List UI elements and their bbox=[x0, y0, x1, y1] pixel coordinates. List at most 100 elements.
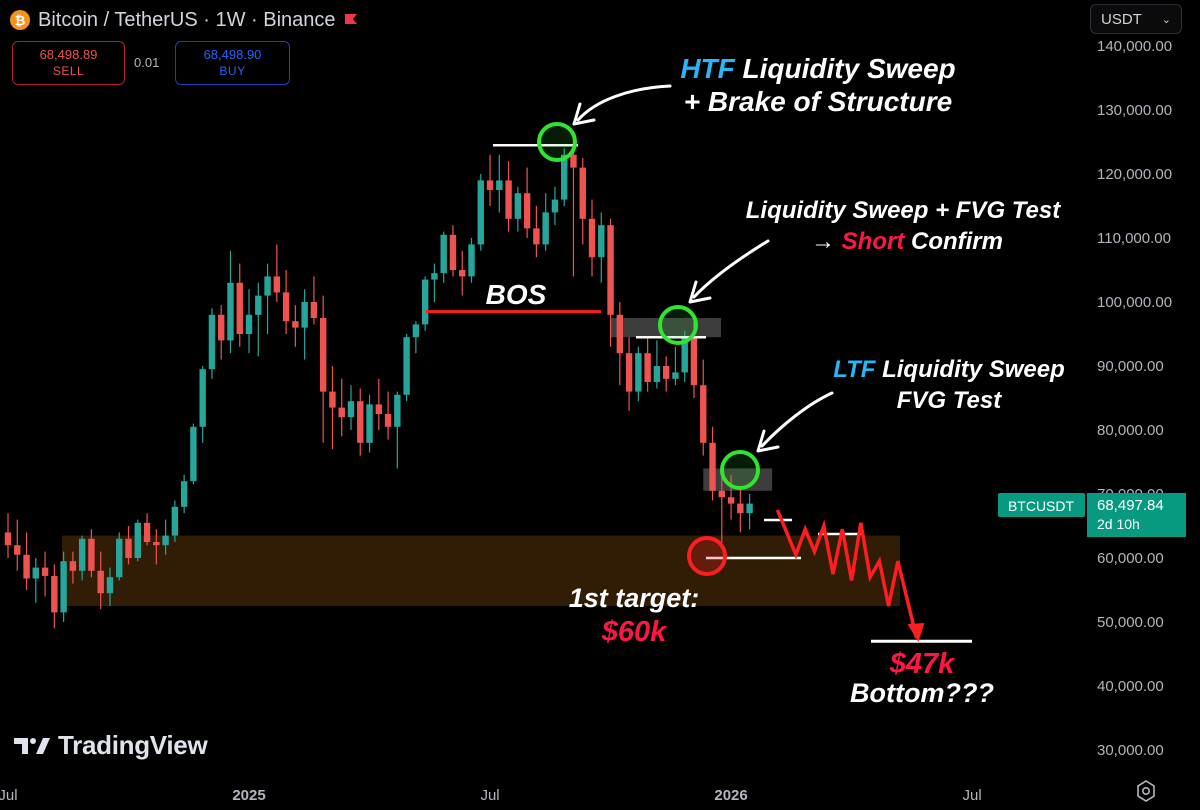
last-price-symbol-box bbox=[998, 493, 1085, 517]
candle-body bbox=[653, 366, 661, 382]
projection-line bbox=[775, 509, 919, 639]
currency-select[interactable]: USDT ⌄ bbox=[1090, 4, 1182, 34]
candle-body bbox=[106, 577, 114, 594]
annotation-run: Bottom??? bbox=[850, 678, 994, 708]
symbol-title: Bitcoin / TetherUS · 1W · Binance bbox=[38, 8, 336, 31]
candle-body bbox=[162, 535, 169, 546]
tradingview-wordmark: TradingView bbox=[58, 730, 208, 760]
last-price-symbol: BTCUSDT bbox=[1008, 498, 1075, 514]
candle-body bbox=[255, 295, 262, 315]
annotation-arrow bbox=[692, 239, 770, 299]
candle-body bbox=[523, 193, 531, 229]
candle-body bbox=[412, 324, 420, 338]
candle-body bbox=[579, 167, 586, 219]
candle-body bbox=[143, 522, 151, 542]
settings-gear-icon[interactable] bbox=[1134, 779, 1158, 803]
candle-body bbox=[672, 372, 679, 379]
candle-body bbox=[153, 542, 160, 546]
y-tick-label: 50,000.00 bbox=[1097, 614, 1164, 631]
candle-body bbox=[14, 545, 21, 555]
bitcoin-logo-icon: ₿ bbox=[10, 10, 30, 30]
candle-body bbox=[4, 532, 12, 546]
candle-body bbox=[727, 497, 735, 504]
candle-body bbox=[319, 318, 327, 392]
buy-price: 68,498.90 bbox=[203, 47, 262, 62]
y-tick-label: 100,000.00 bbox=[1097, 294, 1172, 311]
candle-body bbox=[746, 503, 753, 514]
currency-label: USDT bbox=[1101, 10, 1142, 28]
candle-body bbox=[533, 228, 540, 245]
annotation-run: Liquidity Sweep bbox=[735, 53, 956, 84]
last-price-countdown: 2d 10h bbox=[1097, 516, 1140, 532]
y-tick-label: 60,000.00 bbox=[1097, 550, 1164, 567]
candle-body bbox=[236, 282, 243, 334]
annotation-ltf: FVG Test bbox=[897, 387, 1002, 414]
candle-body bbox=[88, 538, 95, 571]
buy-button[interactable]: 68,498.90 BUY bbox=[175, 41, 290, 85]
candle-body bbox=[635, 353, 642, 392]
candle-body bbox=[477, 180, 484, 245]
candle-body bbox=[681, 337, 688, 373]
candle-body bbox=[227, 282, 234, 341]
candle-body bbox=[375, 404, 382, 414]
annotation-arrowhead bbox=[756, 429, 780, 453]
annotation-arrowhead bbox=[688, 280, 712, 304]
buy-label: BUY bbox=[219, 64, 246, 78]
x-tick-label: 2026 bbox=[714, 787, 747, 804]
last-price-value: 68,497.84 bbox=[1097, 497, 1164, 514]
sell-button[interactable]: 68,498.89 SELL bbox=[12, 41, 125, 85]
highlight-circle bbox=[687, 536, 727, 576]
candle-body bbox=[171, 506, 179, 536]
y-tick-label: 130,000.00 bbox=[1097, 102, 1172, 119]
candle-body bbox=[208, 314, 216, 370]
annotation-run: Confirm bbox=[904, 228, 1003, 255]
x-tick-label: Jul bbox=[480, 787, 499, 804]
annotation-run: Liquidity Sweep bbox=[875, 356, 1064, 383]
candle-body bbox=[245, 314, 253, 334]
annotation-run: + Brake of Structure bbox=[684, 86, 952, 117]
candle-body bbox=[366, 404, 373, 443]
highlight-circle bbox=[537, 122, 577, 162]
annotation-run: $47k bbox=[889, 648, 956, 680]
annotation-arrow bbox=[760, 391, 834, 448]
y-tick-label: 30,000.00 bbox=[1097, 742, 1164, 759]
candle-body bbox=[125, 538, 132, 558]
candle-body bbox=[662, 366, 670, 379]
candle-body bbox=[690, 337, 698, 386]
annotation-htf: HTF Liquidity Sweep bbox=[680, 53, 955, 84]
tradingview-logo: TradingView bbox=[14, 730, 208, 761]
candle-body bbox=[468, 244, 475, 277]
annotation-ltfsweep: → Short Confirm bbox=[811, 228, 1003, 255]
candle-body bbox=[700, 385, 707, 443]
candle-body bbox=[718, 490, 725, 498]
candle-body bbox=[97, 570, 104, 594]
flag-icon[interactable] bbox=[344, 13, 358, 27]
highlight-circle bbox=[658, 305, 698, 345]
candle-body bbox=[625, 353, 633, 392]
candle-body bbox=[310, 302, 318, 318]
candle-body bbox=[737, 503, 744, 514]
candle-body bbox=[440, 234, 447, 274]
x-tick-label: Jul bbox=[962, 787, 981, 804]
x-tick-label: 2025 bbox=[232, 787, 265, 804]
annotation-run: LTF bbox=[833, 356, 877, 383]
sell-price: 68,498.89 bbox=[39, 47, 98, 62]
candle-body bbox=[431, 273, 438, 280]
annotation-arrowhead bbox=[572, 102, 596, 126]
spread-value: 0.01 bbox=[134, 55, 160, 70]
candle-body bbox=[384, 414, 392, 427]
annotation-bottom: $47k bbox=[889, 648, 956, 680]
candle-body bbox=[644, 353, 651, 382]
y-tick-label: 110,000.00 bbox=[1097, 230, 1171, 247]
y-tick-label: 140,000.00 bbox=[1097, 38, 1172, 55]
last-price-box bbox=[1087, 493, 1186, 537]
candle-body bbox=[32, 567, 40, 579]
candle-body bbox=[357, 401, 364, 443]
candle-body bbox=[329, 391, 336, 408]
annotation-target: $60k bbox=[601, 616, 668, 648]
candle-body bbox=[496, 180, 503, 190]
candle-body bbox=[449, 234, 457, 270]
candle-body bbox=[51, 575, 58, 613]
candle-body bbox=[505, 180, 512, 219]
